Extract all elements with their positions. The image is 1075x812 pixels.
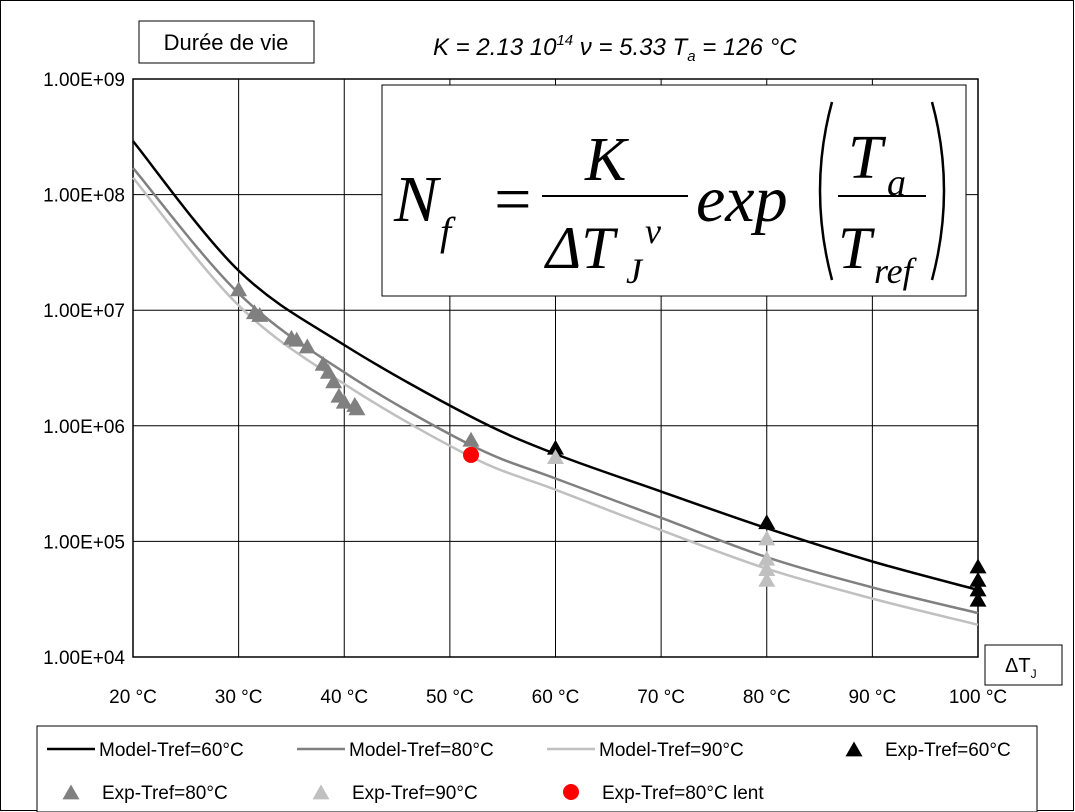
formula-numerator: K	[584, 126, 630, 194]
data-point	[758, 571, 776, 587]
legend-item: Exp-Tref=60°C	[845, 740, 1011, 761]
y-axis-label-box: Durée de vie	[138, 20, 315, 64]
series-points	[230, 281, 987, 607]
formula-function: exp	[696, 163, 788, 236]
data-point	[298, 338, 316, 354]
data-point	[335, 393, 353, 409]
formula-box: N f = K ΔT J v exp T a T ref	[381, 84, 967, 297]
legend-item: Model-Tref=80°C	[297, 740, 494, 761]
x-axis-label: ΔTJ	[1005, 655, 1037, 681]
y-tick-label: 1.00E+09	[43, 70, 125, 91]
legend-item: Exp-Tref=90°C	[312, 783, 478, 804]
legend-item: Exp-Tref=80°C lent	[563, 783, 764, 804]
plot-area	[132, 78, 979, 658]
y-axis-tick-labels: 1.00E+09 1.00E+08 1.00E+07 1.00E+06 1.00E+05…	[43, 70, 125, 669]
x-tick-label: 100 °C	[949, 687, 1007, 708]
x-axis-label-main: ΔT	[1005, 655, 1031, 677]
data-point	[463, 446, 479, 463]
data-point	[547, 439, 564, 455]
x-tick-label: 80 °C	[743, 687, 791, 708]
data-point	[758, 561, 776, 576]
parameters-text: K = 2.13 1014 ν = 5.33 Ta = 126 °C	[433, 32, 797, 65]
param-nu: ν = 5.33 T	[573, 34, 689, 61]
y-tick-label: 1.00E+07	[43, 301, 125, 322]
data-point	[319, 363, 337, 379]
x-tick-label: 50 °C	[426, 687, 474, 708]
legend-swatch-triangle	[312, 784, 330, 800]
legend-label: Exp-Tref=80°C lent	[602, 783, 764, 804]
legend-swatch-triangle	[62, 784, 80, 800]
param-k: K = 2.13 10	[433, 34, 557, 61]
formula-equals: =	[490, 163, 535, 236]
x-tick-label: 90 °C	[849, 687, 897, 708]
formula-left-paren	[818, 101, 834, 281]
formula-inner-denominator-sub: ref	[874, 251, 918, 291]
data-point	[288, 331, 306, 347]
x-tick-label: 20 °C	[109, 687, 157, 708]
data-point	[969, 581, 987, 597]
legend-label: Model-Tref=90°C	[599, 740, 744, 761]
legend-label: Model-Tref=80°C	[349, 740, 494, 761]
data-point	[758, 514, 776, 530]
x-tick-label: 30 °C	[215, 687, 263, 708]
legend: Model-Tref=60°C Model-Tref=80°C Model-Tref…	[36, 725, 1038, 812]
x-axis-label-box: ΔTJ	[984, 644, 1063, 686]
formula-denominator-sub: J	[626, 251, 644, 291]
legend-label: Exp-Tref=90°C	[352, 783, 478, 804]
y-axis-label-frame	[138, 20, 315, 64]
y-tick-label: 1.00E+05	[43, 532, 125, 553]
legend-items: Model-Tref=60°C Model-Tref=80°C Model-Tref…	[47, 740, 1011, 804]
data-point	[758, 550, 776, 566]
legend-item: Model-Tref=60°C	[47, 740, 244, 761]
x-axis-label-frame	[984, 644, 1063, 686]
data-point	[462, 431, 480, 447]
legend-item: Exp-Tref=80°C	[62, 783, 228, 804]
formula-inner-numerator: T	[848, 124, 887, 192]
x-axis-label-sub: J	[1031, 667, 1037, 681]
legend-swatch-circle	[563, 784, 579, 800]
legend-label: Model-Tref=60°C	[99, 740, 244, 761]
data-point	[325, 373, 343, 389]
legend-item: Model-Tref=90°C	[547, 740, 744, 761]
param-ta-sub: a	[687, 48, 695, 65]
data-point	[969, 558, 987, 574]
data-point	[758, 530, 776, 546]
formula-inner-denominator: T	[838, 215, 875, 281]
param-ta: = 126 °C	[696, 34, 798, 61]
legend-swatch-triangle	[845, 741, 863, 757]
data-point	[969, 571, 987, 587]
legend-frame	[36, 725, 1038, 812]
data-point	[348, 400, 366, 416]
formula-inner-numerator-sub: a	[887, 162, 906, 204]
formula-denominator-exp: v	[645, 211, 661, 251]
legend-label: Exp-Tref=80°C	[102, 783, 228, 804]
x-axis-tick-labels: 20 °C 30 °C 40 °C 50 °C 60 °C 70 °C 80 °C 90 °C…	[109, 687, 1007, 708]
data-point	[969, 591, 987, 607]
param-k-exp: 14	[556, 32, 573, 49]
series-line	[132, 140, 979, 592]
legend-label: Exp-Tref=60°C	[885, 740, 1011, 761]
data-point	[251, 306, 269, 322]
formula-lhs: N	[393, 163, 442, 236]
x-tick-label: 40 °C	[320, 687, 368, 708]
y-tick-label: 1.00E+04	[43, 648, 125, 669]
formula-right-paren	[930, 101, 946, 281]
formula-box-frame	[381, 84, 967, 297]
x-tick-label: 60 °C	[532, 687, 580, 708]
data-point	[230, 281, 248, 297]
y-tick-label: 1.00E+08	[43, 186, 125, 207]
formula-denominator: ΔT	[544, 215, 618, 281]
data-point	[547, 449, 564, 465]
y-tick-label: 1.00E+06	[43, 417, 125, 438]
y-axis-label: Durée de vie	[164, 30, 289, 55]
x-tick-label: 70 °C	[637, 687, 685, 708]
